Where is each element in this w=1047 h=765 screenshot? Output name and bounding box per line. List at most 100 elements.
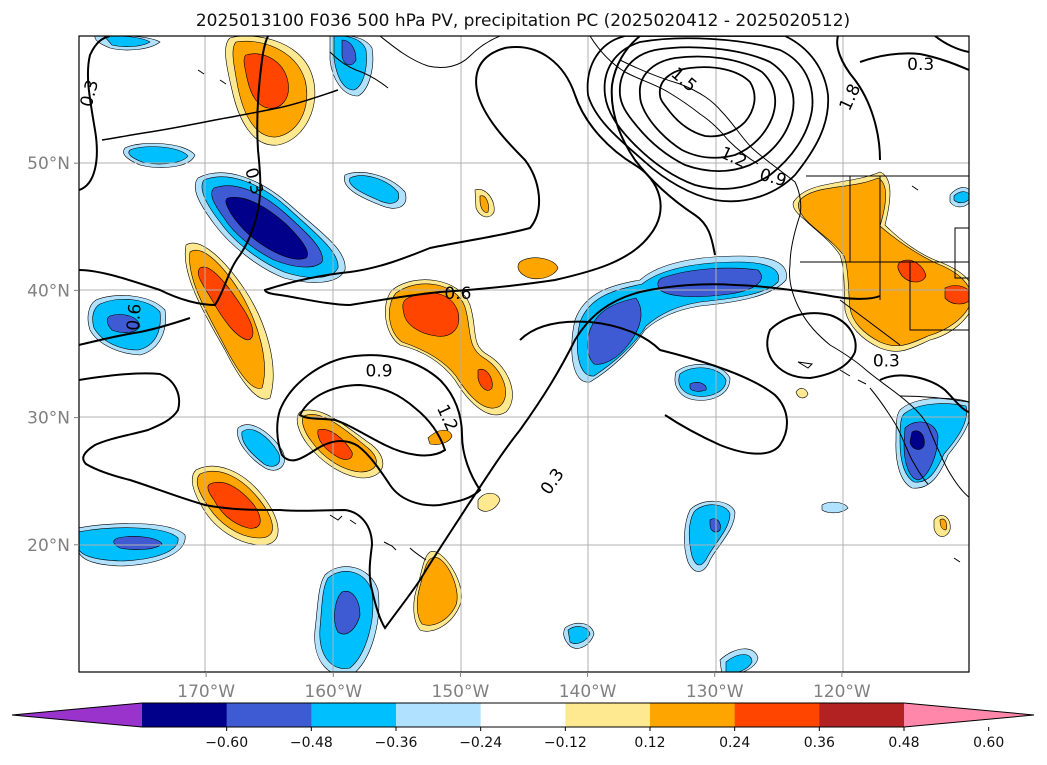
pv-contour-label: 0.3 (873, 351, 900, 371)
pv-contour-label: 0.3 (907, 55, 934, 75)
pv-contour-line (276, 354, 482, 507)
precip-anomaly-area (678, 367, 727, 397)
colorbar-tick-label: −0.48 (290, 735, 333, 751)
pv-contour-line (610, 36, 716, 256)
precip-anomaly-area (241, 429, 281, 467)
island (797, 361, 814, 369)
island (857, 379, 867, 385)
precip-anomaly-area (334, 590, 361, 635)
map-frame (78, 35, 970, 673)
precip-anomaly-area (953, 191, 969, 204)
precip-anomaly-area (821, 501, 849, 514)
precip-anomaly-area (517, 257, 559, 280)
precip-anomaly-area (477, 368, 493, 391)
island (953, 557, 961, 563)
precip-anomaly-area (225, 197, 308, 260)
colorbar-swatch (311, 703, 397, 727)
colorbar-swatch (565, 703, 651, 727)
pv-contour-label: 0.6 (444, 284, 471, 304)
precip-anomaly-area (689, 382, 707, 392)
precip-anomaly-area (477, 492, 501, 512)
island (839, 369, 851, 377)
mexico-border (899, 395, 969, 403)
pv-contour-label-group: 0.3 (873, 351, 900, 371)
pv-contour-line (79, 283, 881, 630)
precip-anomaly-area (479, 195, 489, 213)
precip-colorbar: −0.60 −0.48 −0.36 −0.24 −0.12 0.12 0.24 0.36 0.4… (11, 702, 1035, 751)
latitude-axis: 20°N 30°N 40°N 50°N (27, 154, 79, 556)
pv-contour-label: 0.6 (124, 303, 146, 332)
precip-anomaly-area (402, 292, 460, 337)
pv-contour-label-group: 0.6 (444, 284, 471, 304)
lat-tick-label: 50°N (27, 154, 70, 174)
pv-contour-line (79, 317, 191, 346)
lon-tick-label: 160°W (304, 682, 362, 702)
lon-tick-label: 170°W (177, 682, 235, 702)
pv-contour-line (879, 374, 969, 413)
precip-anomaly-area (341, 39, 357, 66)
colorbar-swatch (226, 703, 312, 727)
colorbar-outline (11, 702, 1035, 728)
pv-contour-line (79, 36, 269, 307)
precip-anomaly-area (567, 626, 591, 644)
lat-tick-label: 40°N (27, 281, 70, 301)
lon-tick-label: 140°W (559, 682, 617, 702)
island (409, 547, 427, 561)
colorbar-tick-label: −0.36 (375, 735, 418, 751)
longitude-axis: 170°W 160°W 150°W 140°W 130°W 120°W (177, 672, 871, 702)
precip-anomaly-area (939, 518, 947, 531)
island (197, 69, 205, 75)
precip-anomaly-area (725, 654, 753, 672)
baja-california-coastline (869, 387, 929, 485)
pv-contour-line (603, 37, 814, 190)
colorbar-extend-high (904, 703, 1034, 727)
colorbar-swatch (480, 703, 566, 727)
pv-contour-line (859, 52, 969, 71)
map-background (79, 36, 969, 672)
pv-contour-line (619, 46, 795, 172)
precip-anomaly-area (113, 536, 163, 550)
pv-contour-line (298, 383, 447, 457)
lat-tick-label: 30°N (27, 409, 70, 429)
pv-contour-line (836, 36, 881, 161)
island (349, 519, 357, 525)
precip-anomaly-area (909, 430, 925, 450)
pv-contour-label-group: 0.3 (907, 55, 934, 75)
aleutian-islands (101, 89, 339, 141)
colorbar-tick-label: 0.12 (634, 735, 665, 751)
colorbar-swatch (650, 703, 736, 727)
colorbar-tick-label: −0.12 (544, 735, 587, 751)
precip-anomaly-area (106, 314, 141, 333)
colorbar-tick-label: 0.36 (804, 735, 835, 751)
pv-contour-label: 0.9 (366, 362, 393, 382)
pv-contour-line (639, 55, 777, 159)
colorbar-tick-label: 0.24 (719, 735, 750, 751)
pv-contour-line (934, 36, 969, 53)
pv-contour-label-group: 0.6 (124, 303, 146, 332)
alaska-coastline (589, 36, 759, 165)
pv-contour-label-group: 0.9 (366, 362, 393, 382)
gridlines (79, 36, 969, 672)
state-border (839, 299, 901, 346)
precip-anomaly-area (897, 259, 927, 283)
alaska-coast (329, 51, 389, 89)
precip-anomaly-area (243, 53, 289, 109)
state-border (909, 262, 969, 331)
precip-anomaly-area (349, 175, 400, 204)
colorbar-tick-label: 0.48 (888, 735, 919, 751)
island (329, 514, 343, 521)
colorbar-swatch (396, 703, 482, 727)
pv-contour-line (79, 36, 111, 191)
colorbar-extend-low (12, 703, 142, 727)
map-title: 2025013100 F036 500 hPa PV, precipitatio… (196, 11, 850, 31)
pv-contour-line (659, 66, 756, 138)
precip-anomaly-area (317, 429, 353, 460)
pv-contours (79, 36, 969, 630)
precip-anomaly-area (795, 388, 809, 399)
colorbar-swatch (734, 703, 820, 727)
island (911, 185, 919, 191)
precip-anomaly-area (709, 518, 721, 533)
pv-contour-line (586, 36, 830, 203)
colorbar-tick-label: 0.60 (973, 735, 1004, 751)
